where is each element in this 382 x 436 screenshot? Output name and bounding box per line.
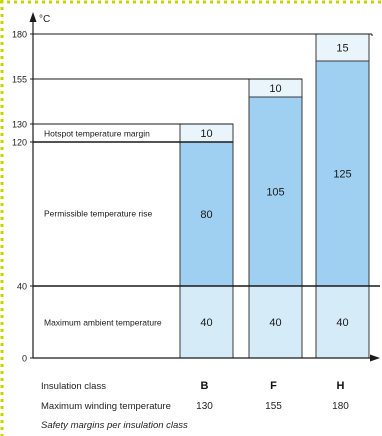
y-axis-arrow xyxy=(29,12,37,22)
series-label-margin: Hotspot temperature margin xyxy=(44,129,150,139)
bar-H-margin xyxy=(315,33,370,62)
bar-H-rise xyxy=(315,60,370,287)
y-tick-label-155: 155 xyxy=(12,75,27,85)
data-label-B-ambient: 40 xyxy=(200,317,212,329)
data-label-F-ambient: 40 xyxy=(269,317,281,329)
max-winding-temp-H: 180 xyxy=(332,401,349,412)
max-winding-temp-F: 155 xyxy=(265,401,282,412)
y-tick-labels: 0 40 120 130 155 180 xyxy=(12,30,33,364)
data-label-H-rise: 125 xyxy=(333,169,351,181)
data-label-F-rise: 105 xyxy=(266,187,284,199)
bar-B-rise xyxy=(179,141,234,287)
row-labels: Maximum ambient temperature Permissible t… xyxy=(44,129,162,328)
max-winding-temperature-label: Maximum winding temperature xyxy=(41,401,171,412)
y-tick-label-130: 130 xyxy=(12,120,27,130)
y-tick-label-40: 40 xyxy=(17,282,27,292)
bar-F-rise xyxy=(248,96,303,287)
series-label-ambient: Maximum ambient temperature xyxy=(44,318,162,328)
data-label-F-margin: 10 xyxy=(269,83,281,95)
max-winding-temp-B: 130 xyxy=(196,401,213,412)
series-label-rise: Permissible temperature rise xyxy=(44,209,152,219)
data-label-H-ambient: 40 xyxy=(336,317,348,329)
data-label-H-margin: 15 xyxy=(336,43,348,55)
insulation-class-label: Insulation class xyxy=(41,381,106,392)
category-label-F: F xyxy=(270,380,277,392)
caption: Safety margins per insulation class xyxy=(41,420,188,431)
bottom-table: B 130 F 155 H 180 xyxy=(196,380,349,412)
category-label-H: H xyxy=(337,380,345,392)
y-tick-label-180: 180 xyxy=(12,30,27,40)
data-label-B-rise: 80 xyxy=(200,209,212,221)
y-tick-label-120: 120 xyxy=(12,138,27,148)
data-label-B-margin: 10 xyxy=(200,128,212,140)
x-axis-arrow xyxy=(370,354,380,362)
category-label-B: B xyxy=(201,380,209,392)
y-axis-unit: °C xyxy=(39,14,50,25)
bar-F-ambient xyxy=(248,285,303,359)
y-tick-label-0: 0 xyxy=(22,354,27,364)
plot-area: 40 80 10 40 105 10 40 125 15 xyxy=(33,33,380,359)
